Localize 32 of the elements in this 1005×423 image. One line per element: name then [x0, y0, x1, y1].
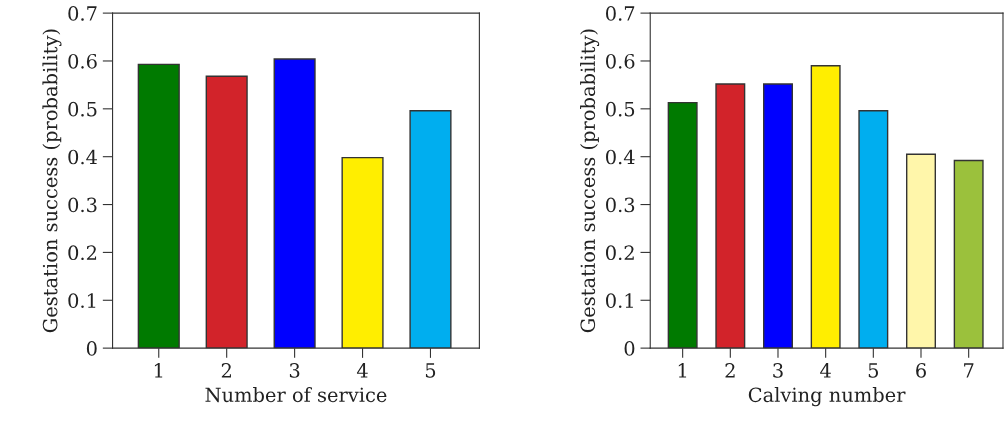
y-tick-label: 0.5	[606, 101, 635, 117]
x-tick-label: 5	[868, 363, 879, 378]
y-tick-label: 0.7	[68, 6, 97, 21]
x-tick-label: 6	[916, 363, 926, 378]
x-tick-label: 4	[820, 363, 831, 378]
x-tick-label: 2	[221, 363, 231, 378]
x-tick-label: 1	[154, 363, 163, 378]
x-tick-label: 1	[678, 363, 687, 378]
y-tick-label: 0.6	[68, 53, 97, 69]
x-axis-title: Number of service	[205, 387, 387, 403]
y-tick-label: 0	[624, 341, 635, 356]
y-tick-label: 0.2	[68, 245, 97, 261]
x-tick-label: 2	[725, 363, 735, 378]
x-tick-label: 7	[964, 363, 974, 378]
y-tick-label: 0	[86, 341, 97, 356]
y-tick-label: 0.1	[68, 293, 96, 308]
y-tick-label: 0.6	[606, 53, 635, 69]
x-axis-title: Calving number	[748, 387, 906, 407]
y-tick-label: 0.7	[606, 6, 635, 21]
x-tick-label: 4	[356, 363, 368, 378]
y-axis-title: Gestation success (probability)	[580, 29, 600, 333]
x-tick-label: 3	[289, 363, 300, 378]
y-tick-label: 0.4	[606, 149, 635, 165]
y-tick-label: 0.3	[68, 197, 97, 213]
y-tick-label: 0.4	[68, 149, 97, 165]
y-tick-label: 0.2	[606, 245, 634, 261]
x-tick-label: 5	[425, 363, 436, 378]
y-axis-title: Gestation success (probability)	[42, 29, 62, 333]
y-tick-label: 0.5	[68, 101, 97, 117]
y-tick-label: 0.3	[606, 197, 635, 213]
x-tick-label: 3	[773, 363, 783, 378]
y-tick-label: 0.1	[606, 293, 633, 308]
